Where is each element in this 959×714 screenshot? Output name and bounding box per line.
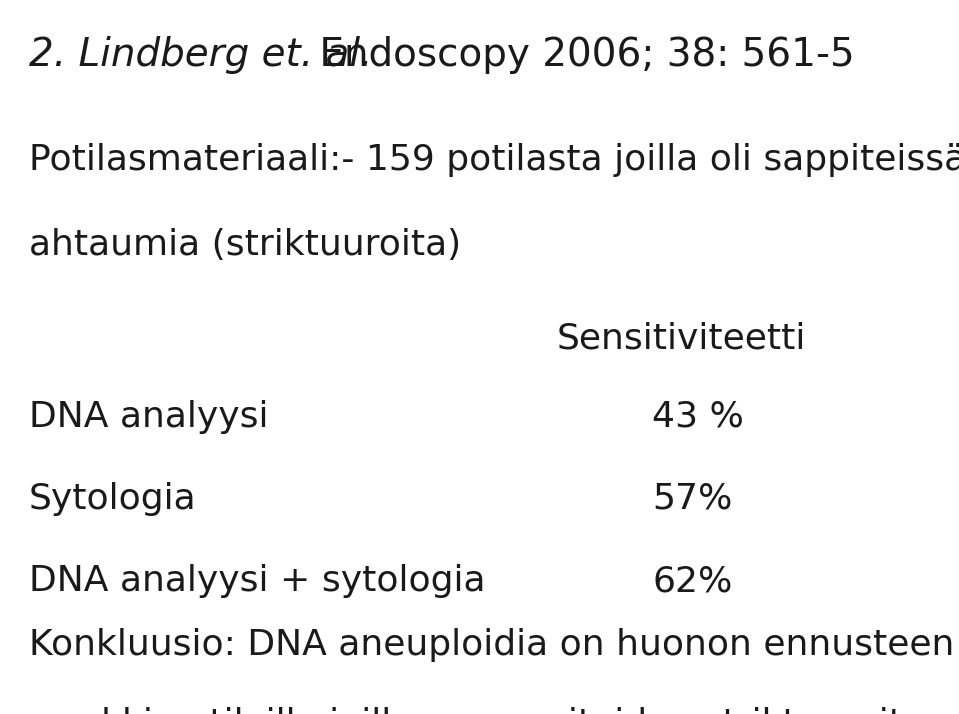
Text: 57%: 57%: [652, 482, 733, 516]
Text: Sensitiviteetti: Sensitiviteetti: [556, 321, 806, 356]
Text: DNA analyysi + sytologia: DNA analyysi + sytologia: [29, 564, 485, 598]
Text: Konkluusio: DNA aneuploidia on huonon ennusteen: Konkluusio: DNA aneuploidia on huonon en…: [29, 628, 954, 663]
Text: 2. Lindberg et. al.: 2. Lindberg et. al.: [29, 36, 372, 74]
Text: Endoscopy 2006; 38: 561-5: Endoscopy 2006; 38: 561-5: [307, 36, 854, 74]
Text: Sytologia: Sytologia: [29, 482, 197, 516]
Text: ahtaumia (striktuuroita): ahtaumia (striktuuroita): [29, 228, 461, 263]
Text: merkki potilailla joilla on sappiteiden striktuuroita: merkki potilailla joilla on sappiteiden …: [29, 707, 924, 714]
Text: 43 %: 43 %: [652, 400, 744, 434]
Text: DNA analyysi: DNA analyysi: [29, 400, 269, 434]
Text: 62%: 62%: [652, 564, 733, 598]
Text: Potilasmateriaali:- 159 potilasta joilla oli sappiteissä: Potilasmateriaali:- 159 potilasta joilla…: [29, 143, 959, 177]
